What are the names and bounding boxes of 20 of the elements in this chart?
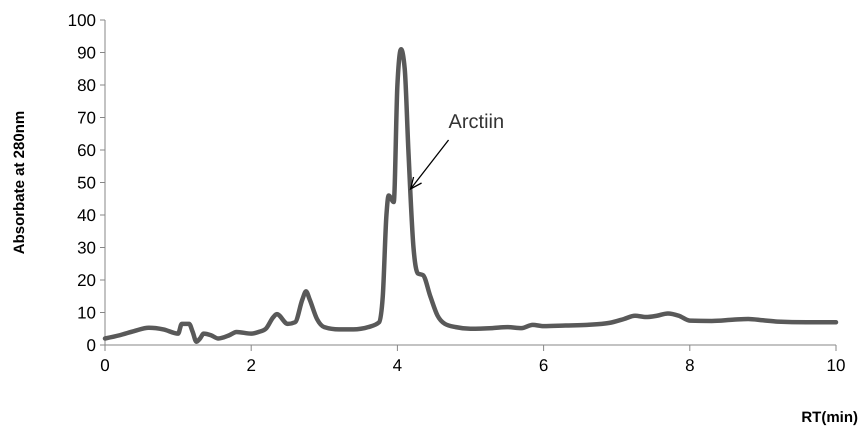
y-tick-label: 40 bbox=[77, 206, 96, 225]
x-axis-title: RT(min) bbox=[801, 409, 858, 426]
y-tick-label: 50 bbox=[77, 173, 96, 192]
x-tick-label: 0 bbox=[100, 356, 110, 375]
x-tick-label: 2 bbox=[246, 356, 256, 375]
y-tick-label: 80 bbox=[77, 76, 96, 95]
x-tick-label: 10 bbox=[826, 356, 846, 375]
y-tick-label: 70 bbox=[77, 108, 96, 128]
y-tick-label: 0 bbox=[86, 336, 96, 355]
y-tick-label: 60 bbox=[77, 140, 96, 160]
x-tick-label: 6 bbox=[538, 356, 548, 375]
y-tick-label: 10 bbox=[77, 303, 96, 322]
y-tick-label: 30 bbox=[77, 238, 96, 258]
x-tick-label: 8 bbox=[685, 356, 695, 375]
y-axis-title: Absorbate at 280nm bbox=[11, 110, 28, 254]
y-tick-label: 20 bbox=[77, 270, 96, 290]
y-tick-label: 100 bbox=[68, 10, 96, 30]
y-tick-label: 90 bbox=[77, 43, 96, 62]
annotation: Arctiin bbox=[448, 111, 504, 133]
x-tick-label: 4 bbox=[392, 356, 402, 375]
